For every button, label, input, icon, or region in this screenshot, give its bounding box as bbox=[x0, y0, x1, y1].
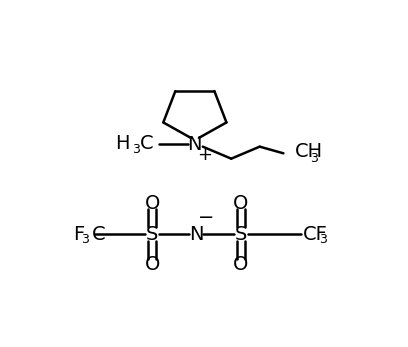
Text: +: + bbox=[197, 146, 212, 164]
Text: 3: 3 bbox=[81, 234, 89, 246]
Text: CF: CF bbox=[302, 225, 327, 244]
Text: −: − bbox=[198, 209, 214, 228]
Text: 3: 3 bbox=[132, 143, 140, 156]
Text: O: O bbox=[144, 194, 160, 213]
Text: O: O bbox=[233, 194, 248, 213]
Text: 3: 3 bbox=[319, 234, 327, 246]
Text: F: F bbox=[73, 225, 84, 244]
Text: H: H bbox=[115, 135, 130, 153]
Text: O: O bbox=[144, 255, 160, 274]
Text: C: C bbox=[140, 135, 154, 153]
Text: S: S bbox=[146, 225, 158, 244]
Text: CH: CH bbox=[295, 143, 323, 161]
Text: 3: 3 bbox=[310, 152, 318, 164]
Text: O: O bbox=[233, 255, 248, 274]
Text: C: C bbox=[92, 225, 106, 244]
Text: N: N bbox=[188, 135, 202, 154]
Text: N: N bbox=[189, 225, 204, 244]
Text: S: S bbox=[235, 225, 247, 244]
